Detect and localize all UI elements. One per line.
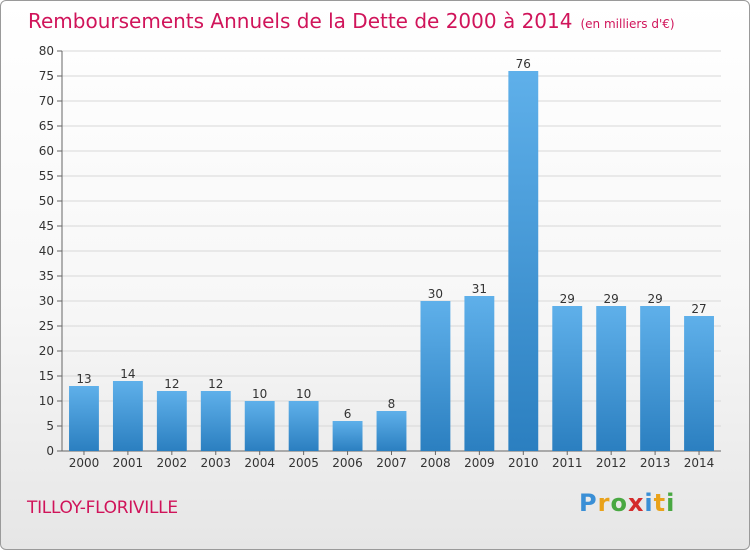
y-tick-label: 20: [39, 344, 54, 358]
bar-2013: [640, 306, 671, 451]
y-tick-label: 60: [39, 144, 54, 158]
logo-letter: t: [653, 489, 667, 517]
y-tick-label: 50: [39, 194, 54, 208]
bar-value-label: 10: [296, 387, 311, 401]
y-tick-label: 65: [39, 119, 54, 133]
y-tick-label: 55: [39, 169, 54, 183]
y-tick-label: 75: [39, 69, 54, 83]
x-tick-label: 2002: [157, 456, 188, 470]
x-tick-label: 2000: [69, 456, 100, 470]
bar-2009: [464, 296, 495, 451]
bar-2006: [332, 421, 363, 451]
bar-2005: [288, 401, 319, 451]
logo-letter: r: [597, 489, 611, 517]
x-tick-label: 2012: [596, 456, 627, 470]
x-tick-label: 2014: [684, 456, 715, 470]
bar-value-label: 76: [516, 57, 531, 71]
bar-value-label: 12: [164, 377, 179, 391]
chart-subtitle: (en milliers d'€): [580, 17, 675, 31]
bar-value-label: 30: [428, 287, 443, 301]
y-tick-label: 80: [39, 44, 54, 58]
bar-2010: [508, 71, 539, 451]
x-tick-label: 2011: [552, 456, 583, 470]
x-tick-label: 2008: [420, 456, 451, 470]
bar-value-label: 10: [252, 387, 267, 401]
bar-2001: [112, 381, 143, 451]
logo-letter: x: [627, 489, 645, 517]
logo-letter: P: [579, 489, 598, 517]
bar-value-label: 29: [647, 292, 662, 306]
bar-2008: [420, 301, 451, 451]
x-tick-label: 2013: [640, 456, 671, 470]
bar-value-label: 6: [344, 407, 352, 421]
bar-value-label: 27: [691, 302, 706, 316]
bar-value-label: 13: [76, 372, 91, 386]
bar-value-label: 29: [560, 292, 575, 306]
x-tick-label: 2009: [464, 456, 495, 470]
chart-title: Remboursements Annuels de la Dette de 20…: [28, 9, 675, 33]
y-tick-label: 45: [39, 219, 54, 233]
commune-name: TILLOY-FLORIVILLE: [27, 498, 178, 518]
y-tick-label: 5: [46, 419, 54, 433]
logo-letter: i: [644, 489, 654, 517]
y-tick-label: 0: [46, 444, 54, 458]
bar-2003: [200, 391, 231, 451]
x-tick-label: 2003: [200, 456, 231, 470]
y-tick-label: 35: [39, 269, 54, 283]
bar-2007: [376, 411, 407, 451]
bar-2000: [69, 386, 99, 451]
bar-value-label: 29: [604, 292, 619, 306]
x-tick-label: 2001: [113, 456, 144, 470]
x-tick-label: 2004: [244, 456, 275, 470]
axes: 0 5 10 15 20 25 30 35 40 45 50 55 60 65 70 75 80 2000 2001…: [39, 44, 721, 470]
y-tick-label: 25: [39, 319, 54, 333]
bar-value-label: 8: [388, 397, 396, 411]
logo-letter: o: [610, 489, 628, 517]
y-tick-label: 30: [39, 294, 54, 308]
y-tick-label: 40: [39, 244, 54, 258]
y-tick-label: 10: [39, 394, 54, 408]
x-tick-label: 2007: [376, 456, 407, 470]
y-tick-label: 70: [39, 94, 54, 108]
x-tick-label: 2006: [332, 456, 363, 470]
bar-2011: [552, 306, 583, 451]
proxiti-logo: Proxiti: [579, 489, 675, 517]
chart-title-text: Remboursements Annuels de la Dette de 20…: [28, 9, 573, 33]
bar-value-label: 31: [472, 282, 487, 296]
logo-letter: i: [666, 489, 676, 517]
bar-value-label: 12: [208, 377, 223, 391]
y-tick-label: 15: [39, 369, 54, 383]
bars: 13 14 12 12 10 10 6 8 30 31 76 29 29 29 27: [69, 57, 714, 451]
bar-value-label: 14: [120, 367, 135, 381]
x-tick-label: 2010: [508, 456, 539, 470]
bar-2004: [244, 401, 275, 451]
bar-2012: [596, 306, 627, 451]
x-tick-label: 2005: [288, 456, 319, 470]
bar-2002: [156, 391, 187, 451]
bar-2014: [684, 316, 714, 451]
